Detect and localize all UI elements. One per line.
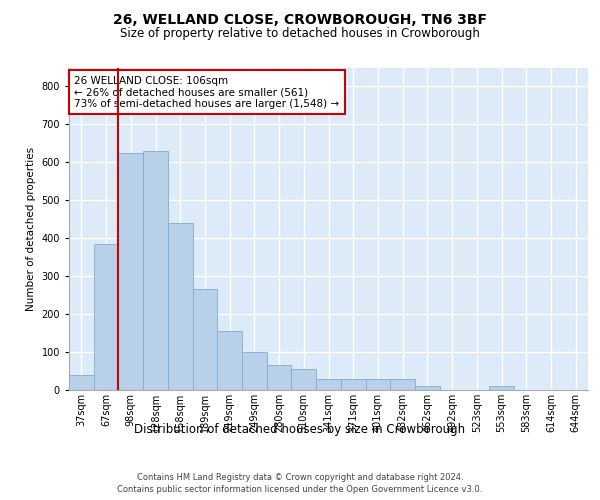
Bar bbox=[94, 244, 118, 390]
Bar bbox=[390, 378, 415, 390]
Bar bbox=[118, 153, 143, 390]
Text: 26 WELLAND CLOSE: 106sqm
← 26% of detached houses are smaller (561)
73% of semi-: 26 WELLAND CLOSE: 106sqm ← 26% of detach… bbox=[74, 76, 340, 109]
Bar bbox=[267, 366, 292, 390]
Y-axis label: Number of detached properties: Number of detached properties bbox=[26, 146, 36, 311]
Bar bbox=[143, 151, 168, 390]
Bar bbox=[168, 223, 193, 390]
Bar bbox=[365, 378, 390, 390]
Text: Contains HM Land Registry data © Crown copyright and database right 2024.
Contai: Contains HM Land Registry data © Crown c… bbox=[118, 472, 482, 494]
Bar bbox=[489, 386, 514, 390]
Text: Distribution of detached houses by size in Crowborough: Distribution of detached houses by size … bbox=[134, 422, 466, 436]
Bar bbox=[316, 378, 341, 390]
Text: Size of property relative to detached houses in Crowborough: Size of property relative to detached ho… bbox=[120, 28, 480, 40]
Text: 26, WELLAND CLOSE, CROWBOROUGH, TN6 3BF: 26, WELLAND CLOSE, CROWBOROUGH, TN6 3BF bbox=[113, 12, 487, 26]
Bar bbox=[69, 375, 94, 390]
Bar bbox=[292, 369, 316, 390]
Bar bbox=[193, 290, 217, 390]
Bar bbox=[341, 378, 365, 390]
Bar bbox=[242, 352, 267, 390]
Bar bbox=[217, 331, 242, 390]
Bar bbox=[415, 386, 440, 390]
